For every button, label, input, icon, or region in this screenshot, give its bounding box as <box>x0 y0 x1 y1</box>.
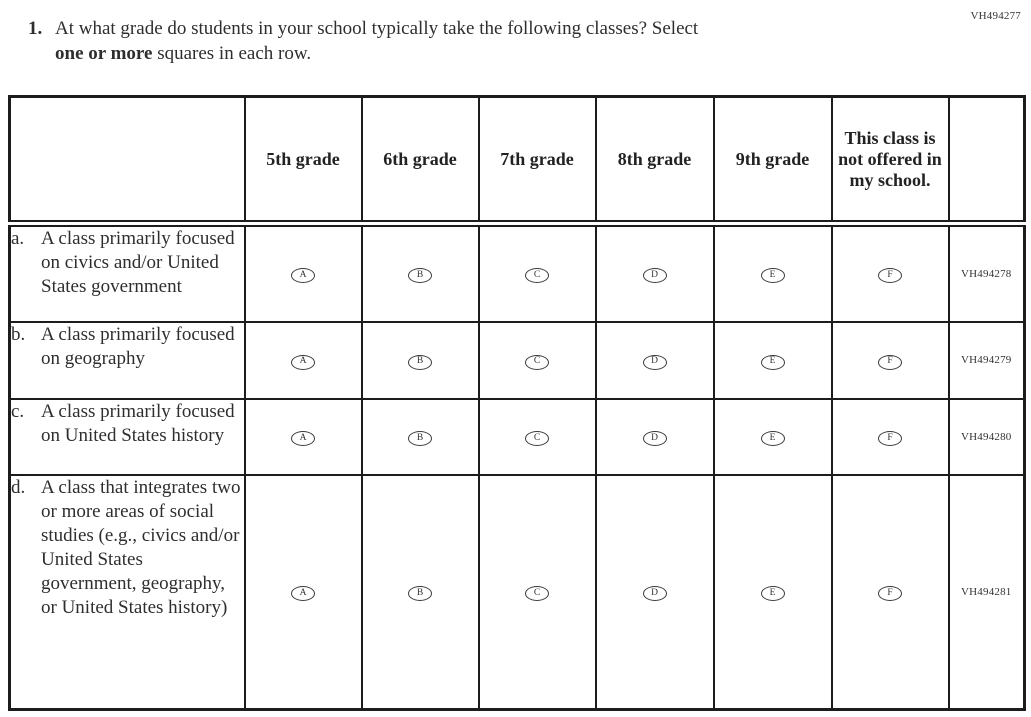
option-bubble-c-E[interactable]: E <box>760 431 785 447</box>
row-label-cell: c. A class primarily focused on United S… <box>8 397 246 476</box>
row-text: A class primarily focused on geography <box>41 323 235 369</box>
table-row-d: d. A class that integrates two or more a… <box>8 473 1026 711</box>
option-bubble-d-C[interactable]: C <box>525 586 549 602</box>
row-code: VH494280 <box>947 397 1026 476</box>
question-line1: At what grade do students in your school… <box>55 18 699 39</box>
option-cell-d-5th: A <box>243 473 363 711</box>
option-cell-a-7th: C <box>477 222 597 323</box>
header-row: 5th grade 6th grade 7th grade 8th grade … <box>8 95 1026 227</box>
question-bold-phrase: one or more <box>55 43 153 64</box>
option-cell-a-8th: D <box>594 222 715 323</box>
table-row-c: c. A class primarily focused on United S… <box>8 397 1026 476</box>
option-cell-b-5th: A <box>243 320 363 400</box>
option-cell-b-not-offered: F <box>830 320 950 400</box>
option-cell-a-9th: E <box>712 222 833 323</box>
option-bubble-a-C[interactable]: C <box>525 268 549 284</box>
row-label-cell: b. A class primarily focused on geograph… <box>8 320 246 400</box>
option-bubble-b-E[interactable]: E <box>760 354 785 370</box>
option-bubble-d-F[interactable]: F <box>878 586 902 602</box>
option-cell-b-8th: D <box>594 320 715 400</box>
question-text: At what grade do students in your school… <box>55 16 928 66</box>
row-letter: a. <box>11 228 25 249</box>
option-bubble-c-B[interactable]: B <box>408 431 432 447</box>
option-bubble-c-D[interactable]: D <box>642 431 667 447</box>
option-bubble-a-B[interactable]: B <box>408 268 432 284</box>
question-number: 1. <box>28 18 43 39</box>
row-code: VH494278 <box>947 222 1026 323</box>
option-cell-b-6th: B <box>360 320 480 400</box>
option-cell-a-5th: A <box>243 222 363 323</box>
option-bubble-b-A[interactable]: A <box>291 354 315 370</box>
option-cell-b-9th: E <box>712 320 833 400</box>
option-cell-c-6th: B <box>360 397 480 476</box>
option-bubble-d-E[interactable]: E <box>760 586 785 602</box>
table-row-b: b. A class primarily focused on geograph… <box>8 320 1026 400</box>
option-cell-d-8th: D <box>594 473 715 711</box>
row-letter: d. <box>11 476 26 498</box>
grade-selection-table: 5th grade 6th grade 7th grade 8th grade … <box>8 95 1026 711</box>
column-header-8th-grade: 8th grade <box>594 95 715 227</box>
option-bubble-c-A[interactable]: A <box>291 431 315 447</box>
column-header-6th-grade: 6th grade <box>360 95 480 227</box>
row-text: A class that integrates two or more area… <box>41 476 241 618</box>
column-header-code-blank <box>947 95 1026 227</box>
row-label-cell: a. A class primarily focused on civics a… <box>8 222 246 323</box>
option-cell-c-5th: A <box>243 397 363 476</box>
option-bubble-a-F[interactable]: F <box>878 268 902 284</box>
option-bubble-a-D[interactable]: D <box>642 268 667 284</box>
option-bubble-d-A[interactable]: A <box>291 586 315 602</box>
row-label-cell: d. A class that integrates two or more a… <box>8 473 246 711</box>
option-cell-d-7th: C <box>477 473 597 711</box>
page-code: VH494277 <box>970 10 1021 22</box>
table-row-a: a. A class primarily focused on civics a… <box>8 222 1026 323</box>
column-header-not-offered: This class is not offered in my school. <box>830 95 950 227</box>
column-header-9th-grade: 9th grade <box>712 95 833 227</box>
column-header-blank <box>8 95 246 227</box>
option-cell-c-9th: E <box>712 397 833 476</box>
option-cell-b-7th: C <box>477 320 597 400</box>
row-text: A class primarily focused on civics and/… <box>41 228 235 297</box>
row-code: VH494281 <box>947 473 1026 711</box>
option-bubble-b-F[interactable]: F <box>878 354 902 370</box>
option-bubble-b-B[interactable]: B <box>408 354 432 370</box>
option-cell-d-9th: E <box>712 473 833 711</box>
option-cell-c-not-offered: F <box>830 397 950 476</box>
row-letter: c. <box>11 400 25 422</box>
option-bubble-c-C[interactable]: C <box>525 431 549 447</box>
option-cell-c-7th: C <box>477 397 597 476</box>
row-code: VH494279 <box>947 320 1026 400</box>
column-header-5th-grade: 5th grade <box>243 95 363 227</box>
option-bubble-c-F[interactable]: F <box>878 431 902 447</box>
row-text: A class primarily focused on United Stat… <box>41 400 235 446</box>
option-bubble-a-E[interactable]: E <box>760 268 785 284</box>
question-line2-rest: squares in each row. <box>152 43 312 64</box>
option-cell-c-8th: D <box>594 397 715 476</box>
option-bubble-d-B[interactable]: B <box>408 586 432 602</box>
option-bubble-b-C[interactable]: C <box>525 354 549 370</box>
option-bubble-a-A[interactable]: A <box>291 268 315 284</box>
column-header-7th-grade: 7th grade <box>477 95 597 227</box>
option-cell-a-not-offered: F <box>830 222 950 323</box>
option-cell-d-not-offered: F <box>830 473 950 711</box>
row-letter: b. <box>11 323 26 345</box>
option-cell-d-6th: B <box>360 473 480 711</box>
option-bubble-d-D[interactable]: D <box>642 586 667 602</box>
option-bubble-b-D[interactable]: D <box>642 354 667 370</box>
option-cell-a-6th: B <box>360 222 480 323</box>
question-block: 1. At what grade do students in your sch… <box>28 16 928 66</box>
